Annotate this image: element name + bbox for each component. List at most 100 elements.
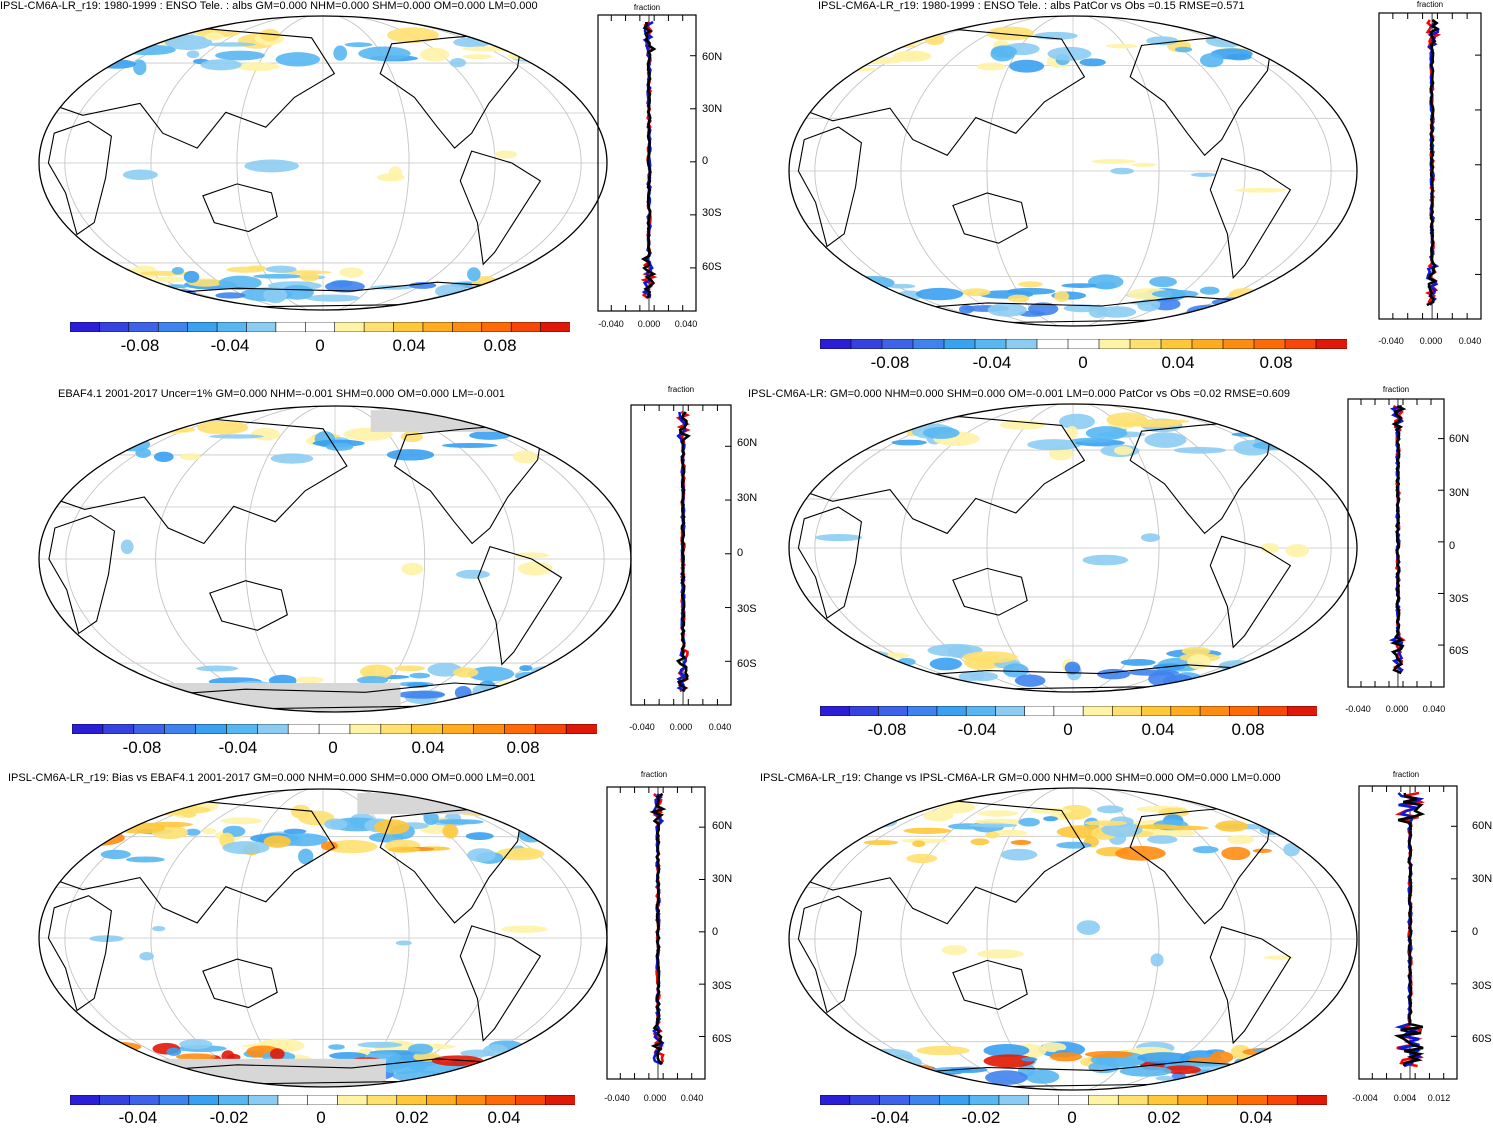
zonal-unit-label: fraction bbox=[1416, 0, 1444, 9]
colorbar-swatch bbox=[820, 339, 852, 349]
zonal-unit-label: fraction bbox=[640, 770, 668, 779]
zonal-ticks bbox=[1360, 399, 1444, 687]
colorbar-swatch bbox=[510, 322, 542, 332]
colorbar-swatch bbox=[157, 322, 189, 332]
zonal-xtick: -0.040 bbox=[1378, 336, 1404, 346]
colorbar-swatch bbox=[1082, 706, 1113, 716]
colorbar-swatch bbox=[1147, 1095, 1179, 1105]
lat-label-60s: 60S bbox=[1472, 1033, 1492, 1045]
colorbar-swatch bbox=[1067, 339, 1100, 349]
colorbar-swatch bbox=[247, 1095, 279, 1105]
colorbar-swatch bbox=[965, 706, 997, 716]
colorbar-swatch bbox=[226, 724, 258, 734]
colorbar-swatch bbox=[1315, 339, 1347, 349]
continent-outline bbox=[789, 416, 1086, 535]
colorbar bbox=[820, 1095, 1327, 1105]
colorbar-swatch bbox=[1287, 706, 1317, 716]
colorbar-swatch bbox=[1024, 706, 1055, 716]
lat-label-30n: 30N bbox=[712, 873, 733, 885]
colorbar-swatch bbox=[304, 322, 336, 332]
panel-title: IPSL-CM6A-LR_r19: 1980-1999 : ENSO Tele.… bbox=[0, 0, 538, 12]
colorbar-swatch bbox=[99, 322, 130, 332]
world-map bbox=[788, 15, 1358, 327]
colorbar bbox=[70, 1095, 575, 1105]
colorbar-swatch bbox=[396, 1095, 428, 1105]
zonal-xtick: 0.000 bbox=[643, 1093, 667, 1103]
continent-outline bbox=[39, 28, 336, 149]
zonal-xtick: 0.012 bbox=[1427, 1093, 1451, 1103]
zonal-xtick: -0.040 bbox=[604, 1093, 630, 1103]
colorbar-swatch bbox=[277, 1095, 309, 1105]
panel-title: IPSL-CM6A-LR_r19: 1980-1999 : ENSO Tele.… bbox=[818, 0, 1245, 12]
colorbar bbox=[820, 706, 1317, 716]
colorbar-label: -0.08 bbox=[867, 720, 907, 739]
colorbar-label: 0.08 bbox=[506, 738, 540, 757]
panel-title: IPSL-CM6A-LR_r19: Bias vs EBAF4.1 2001-2… bbox=[8, 772, 536, 784]
world-map bbox=[38, 788, 608, 1088]
colorbar-label: -0.08 bbox=[870, 353, 910, 372]
colorbar-label: -0.08 bbox=[120, 336, 160, 355]
colorbar-swatch bbox=[1053, 706, 1084, 716]
colorbar-swatch bbox=[485, 1095, 517, 1105]
colorbar-swatch bbox=[99, 1095, 131, 1105]
colorbar-label: -0.04 bbox=[210, 336, 250, 355]
colorbar-swatch bbox=[848, 706, 880, 716]
colorbar-labels: -0.08 -0.04 0 0.04 0.08 bbox=[820, 353, 1347, 375]
lat-label-30n: 30N bbox=[1472, 873, 1493, 885]
zonal-mean-plot bbox=[1347, 398, 1445, 688]
coastlines bbox=[789, 29, 1292, 326]
lat-label-60s: 60S bbox=[712, 1033, 732, 1045]
colorbar-swatch bbox=[534, 724, 567, 734]
zonal-mean-plot bbox=[630, 404, 732, 706]
colorbar-swatch bbox=[974, 339, 1007, 349]
colorbar-swatch bbox=[187, 322, 218, 332]
colorbar-swatch bbox=[907, 706, 938, 716]
lat-label-30s: 30S bbox=[712, 980, 732, 992]
zonal-frame bbox=[630, 404, 732, 706]
zonal-ticks bbox=[644, 405, 731, 705]
colorbar-swatch bbox=[287, 724, 320, 734]
continent-outline bbox=[47, 895, 112, 1012]
zonal-frame bbox=[1378, 12, 1482, 320]
zonal-frame bbox=[597, 14, 697, 312]
colorbar-label: -0.04 bbox=[118, 1108, 158, 1127]
zonal-xtick: -0.004 bbox=[1352, 1093, 1378, 1103]
colorbar-label: 0.02 bbox=[395, 1108, 429, 1127]
continent-outline bbox=[797, 126, 862, 248]
zonal-frame bbox=[1358, 785, 1458, 1080]
colorbar-label: -0.02 bbox=[961, 1108, 1001, 1127]
colorbar-swatch bbox=[1296, 1095, 1327, 1105]
zonal-bias-line bbox=[640, 21, 657, 299]
graticule bbox=[789, 16, 1357, 326]
panel-title: IPSL-CM6A-LR_r19: Change vs IPSL-CM6A-LR… bbox=[760, 772, 1281, 784]
colorbar-swatch bbox=[938, 1095, 970, 1105]
colorbar-label: 0.08 bbox=[1231, 720, 1265, 739]
colorbar-swatch bbox=[565, 724, 597, 734]
zonal-ticks bbox=[619, 787, 705, 1079]
zonal-bias-line bbox=[675, 411, 691, 692]
graticule bbox=[789, 404, 1357, 692]
colorbar-swatch bbox=[1028, 1095, 1060, 1105]
colorbar-swatch bbox=[128, 322, 159, 332]
continent-outline bbox=[1209, 926, 1292, 1045]
colorbar-swatch bbox=[995, 706, 1026, 716]
zonal-frame bbox=[606, 786, 706, 1080]
colorbar-label: -0.04 bbox=[972, 353, 1012, 372]
zonal-unit-label: fraction bbox=[1392, 770, 1420, 779]
colorbar-swatch bbox=[540, 322, 570, 332]
colorbar-swatch bbox=[481, 322, 512, 332]
continent-outline bbox=[797, 506, 862, 619]
colorbar-swatch bbox=[1170, 706, 1201, 716]
lat-label-30n: 30N bbox=[1449, 487, 1470, 499]
colorbar-swatch bbox=[850, 339, 883, 349]
colorbar-swatch bbox=[849, 1095, 881, 1105]
zonal-bias-line bbox=[1426, 18, 1440, 307]
lat-label-30s: 30S bbox=[737, 603, 757, 615]
colorbar-label: 0.04 bbox=[411, 738, 445, 757]
colorbar-swatch bbox=[1177, 1095, 1209, 1105]
colorbar-label: 0.04 bbox=[1141, 720, 1175, 739]
colorbar-swatch bbox=[366, 1095, 398, 1105]
colorbar-label: 0 bbox=[315, 336, 325, 355]
colorbar-swatch bbox=[879, 1095, 911, 1105]
colorbar-label: 0 bbox=[1078, 353, 1088, 372]
